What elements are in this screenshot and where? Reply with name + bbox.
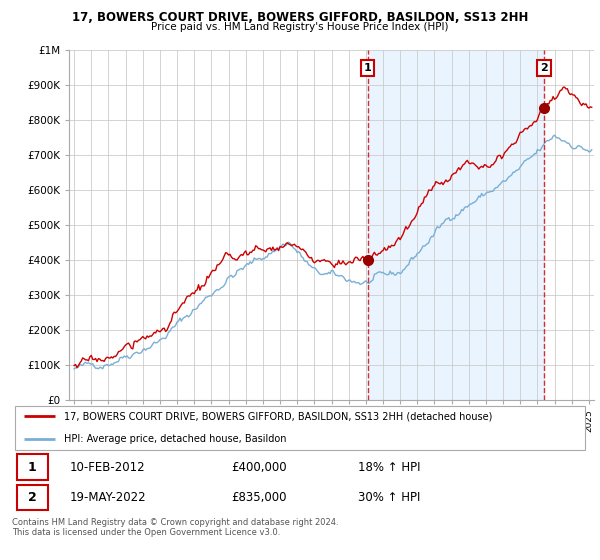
- Text: 1: 1: [28, 460, 37, 474]
- Text: 17, BOWERS COURT DRIVE, BOWERS GIFFORD, BASILDON, SS13 2HH (detached house): 17, BOWERS COURT DRIVE, BOWERS GIFFORD, …: [64, 412, 492, 421]
- Text: 1: 1: [364, 63, 371, 73]
- Text: Price paid vs. HM Land Registry's House Price Index (HPI): Price paid vs. HM Land Registry's House …: [151, 22, 449, 32]
- Text: Contains HM Land Registry data © Crown copyright and database right 2024.
This d: Contains HM Land Registry data © Crown c…: [12, 518, 338, 538]
- FancyBboxPatch shape: [17, 454, 48, 480]
- Text: £400,000: £400,000: [231, 460, 287, 474]
- Text: 2: 2: [540, 63, 548, 73]
- Text: 30% ↑ HPI: 30% ↑ HPI: [358, 491, 420, 504]
- Text: 18% ↑ HPI: 18% ↑ HPI: [358, 460, 420, 474]
- FancyBboxPatch shape: [17, 484, 48, 510]
- Text: HPI: Average price, detached house, Basildon: HPI: Average price, detached house, Basi…: [64, 435, 286, 444]
- FancyBboxPatch shape: [15, 406, 585, 450]
- Text: £835,000: £835,000: [231, 491, 286, 504]
- Text: 2: 2: [28, 491, 37, 504]
- Bar: [368, 50, 544, 400]
- Text: 19-MAY-2022: 19-MAY-2022: [70, 491, 146, 504]
- Text: 17, BOWERS COURT DRIVE, BOWERS GIFFORD, BASILDON, SS13 2HH: 17, BOWERS COURT DRIVE, BOWERS GIFFORD, …: [72, 11, 528, 24]
- Text: 10-FEB-2012: 10-FEB-2012: [70, 460, 145, 474]
